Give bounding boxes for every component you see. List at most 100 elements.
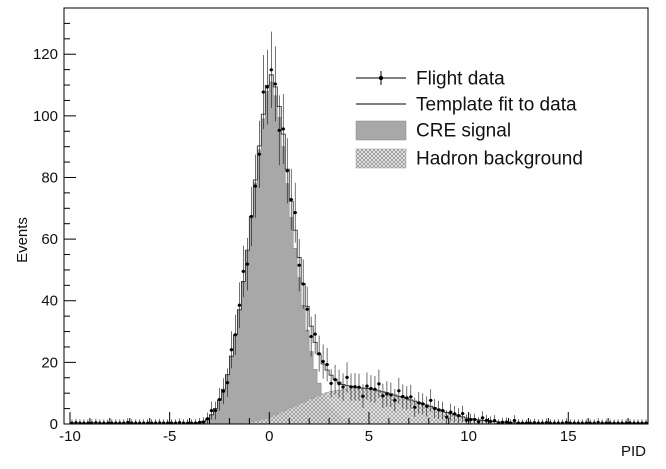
data-point [174, 421, 178, 424]
data-point [476, 420, 481, 424]
data-point [441, 409, 445, 413]
data-point [492, 418, 497, 423]
data-point [397, 389, 401, 393]
data-point [608, 421, 612, 424]
data-point [166, 421, 170, 424]
y-tick-label: 40 [41, 293, 58, 310]
data-point [142, 421, 146, 424]
x-tick-label: -10 [59, 428, 81, 445]
data-point [620, 421, 624, 424]
data-point [189, 421, 194, 424]
axes-layer: -10 -5 0 5 10 15 0 20 40 60 80 100 120 [33, 7, 649, 445]
data-point [333, 378, 337, 382]
data-point [193, 421, 198, 424]
data-point [369, 386, 373, 391]
data-point [233, 333, 238, 337]
data-point [453, 412, 457, 416]
data-point [257, 152, 261, 156]
y-tick-label: 100 [33, 108, 58, 125]
data-point [353, 385, 357, 389]
data-point [253, 184, 257, 188]
data-point [269, 68, 273, 72]
data-point [114, 421, 118, 424]
data-point [197, 420, 202, 424]
data-point [293, 211, 297, 215]
data-point [644, 421, 648, 424]
data-point [628, 421, 632, 424]
data-point [588, 421, 592, 424]
data-point [604, 421, 608, 424]
y-tick-label: 80 [41, 169, 58, 186]
data-point [524, 421, 529, 424]
data-point [413, 405, 417, 409]
data-point [393, 398, 397, 402]
data-point [130, 421, 134, 424]
data-point [349, 385, 353, 389]
data-point [158, 421, 162, 424]
y-tick-label: 60 [41, 231, 58, 248]
data-point [461, 412, 465, 416]
data-point [504, 420, 509, 424]
data-point [265, 85, 269, 89]
x-axis-title: PID [621, 443, 646, 460]
data-point [154, 421, 158, 424]
data-point [305, 307, 309, 311]
x-tick-label: 15 [560, 428, 577, 445]
data-point [417, 401, 421, 405]
legend-label-cre-signal: CRE signal [416, 121, 511, 142]
data-point [138, 421, 142, 424]
data-point [90, 421, 94, 424]
flight-data-layer [69, 31, 648, 424]
data-point [74, 421, 78, 424]
data-point [632, 421, 636, 424]
data-point [496, 421, 501, 424]
plot-frame [63, 7, 649, 425]
data-point [580, 421, 584, 424]
data-point [221, 389, 226, 393]
data-point [381, 394, 385, 398]
data-point [337, 382, 341, 386]
data-point [596, 420, 600, 424]
data-point [361, 394, 365, 398]
data-point [261, 90, 265, 94]
x-tick-label: 10 [460, 428, 477, 445]
data-point [405, 396, 409, 400]
data-point [548, 421, 552, 424]
data-point [377, 382, 381, 386]
y-tick-label: 120 [33, 46, 58, 63]
legend-label-hadron-background: Hadron background [416, 149, 583, 170]
data-point [584, 421, 588, 424]
data-point [465, 418, 469, 422]
data-point [401, 394, 405, 399]
data-point [181, 421, 186, 424]
data-point [532, 421, 536, 424]
data-point [409, 395, 413, 399]
data-point [329, 381, 333, 385]
data-point [325, 362, 329, 367]
data-point [508, 421, 513, 424]
data-point [86, 421, 90, 424]
data-point [122, 421, 126, 424]
data-point [484, 418, 489, 422]
data-point [78, 421, 82, 424]
data-point [572, 421, 576, 424]
x-tick-label: -5 [163, 428, 176, 445]
data-point [217, 397, 222, 402]
data-point [480, 416, 485, 420]
legend-label-flight-data: Flight data [416, 69, 505, 90]
data-point [237, 303, 241, 307]
data-point [421, 402, 425, 406]
data-point [552, 421, 556, 424]
data-point [540, 421, 544, 424]
data-point [106, 421, 110, 424]
y-tick-label: 20 [41, 354, 58, 371]
data-point [469, 417, 473, 422]
data-point [472, 417, 477, 422]
legend: Flight data Template fit to data CRE sig… [355, 69, 583, 170]
data-point [512, 418, 517, 423]
data-point [289, 197, 293, 202]
data-point [70, 421, 74, 424]
data-point [297, 263, 301, 267]
